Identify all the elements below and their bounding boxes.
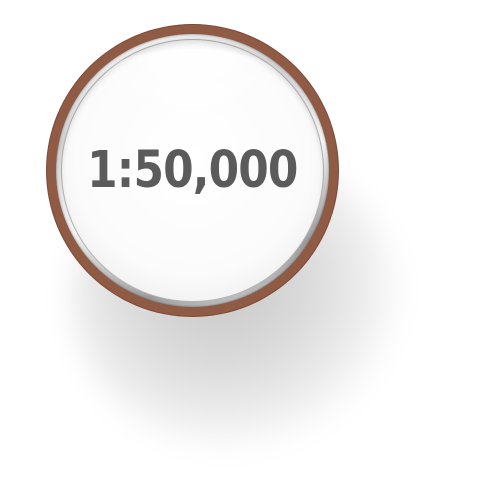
gloss-highlight (91, 49, 291, 129)
button-face: 1:50,000 (61, 39, 324, 302)
map-scale-button[interactable]: 1:50,000 (47, 25, 338, 316)
chrome-bezel: 1:50,000 (56, 34, 329, 307)
sparkle-highlight (179, 49, 189, 59)
scale-label: 1:50,000 (87, 141, 298, 200)
